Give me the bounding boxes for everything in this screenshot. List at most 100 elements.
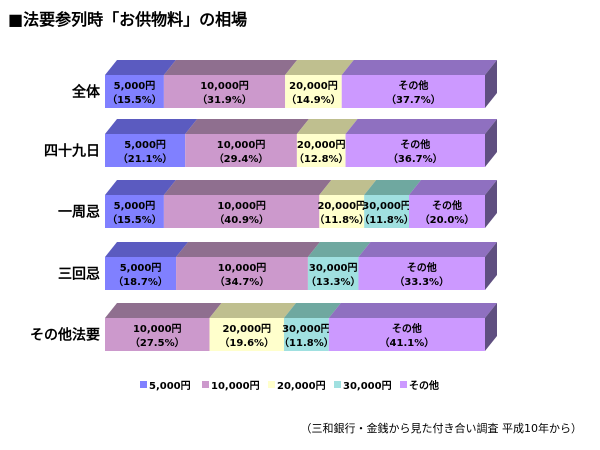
legend-swatch xyxy=(400,381,407,388)
bar-segment xyxy=(319,195,365,228)
segment-name-label: 30,000円 xyxy=(309,262,358,274)
bar-side-face xyxy=(485,60,497,108)
bar-side-face xyxy=(485,242,497,290)
bar-top-face xyxy=(163,180,332,195)
segment-name-label: その他 xyxy=(392,322,422,335)
bar-segment xyxy=(341,75,485,108)
segment-value-label: （40.9%） xyxy=(214,213,269,226)
category-label: 全体 xyxy=(71,84,101,101)
bar-segment xyxy=(296,134,346,167)
bar-segment xyxy=(185,134,297,167)
segment-name-label: 10,000円 xyxy=(218,262,267,274)
legend-label: 10,000円 xyxy=(211,380,260,392)
segment-value-label: （21.1%） xyxy=(118,152,173,165)
bar-segment xyxy=(409,195,485,228)
bar-top-face xyxy=(307,242,371,257)
bar-segment xyxy=(163,195,320,228)
segment-value-label: （31.9%） xyxy=(197,93,252,106)
bar-segment xyxy=(307,257,359,290)
segment-value-label: （19.6%） xyxy=(219,336,274,349)
bar-top-face xyxy=(209,303,296,318)
category-label: その他法要 xyxy=(30,327,100,344)
segment-value-label: （27.5%） xyxy=(130,336,185,349)
bar-segment xyxy=(105,257,177,290)
bar-top-face xyxy=(105,242,189,257)
segment-name-label: その他 xyxy=(400,138,430,151)
bar-top-face xyxy=(358,242,497,257)
segment-name-label: 5,000円 xyxy=(120,262,162,274)
bar-top-face xyxy=(283,303,341,318)
bar-segment xyxy=(105,75,164,108)
bar-segment xyxy=(105,318,210,351)
bar-segment xyxy=(285,75,342,108)
segment-name-label: 10,000円 xyxy=(217,139,266,151)
segment-name-label: 20,000円 xyxy=(289,80,338,92)
bar-segment xyxy=(105,134,186,167)
bar-side-face xyxy=(485,119,497,167)
bar-side-face xyxy=(485,180,497,228)
segment-value-label: （11.8%） xyxy=(279,336,334,349)
segment-name-label: 5,000円 xyxy=(114,80,156,92)
segment-name-label: 5,000円 xyxy=(124,139,166,151)
segment-value-label: （15.5%） xyxy=(107,93,162,106)
segment-name-label: その他 xyxy=(407,261,437,274)
segment-name-label: 30,000円 xyxy=(362,200,411,212)
segment-value-label: （15.5%） xyxy=(107,213,162,226)
legend-label: その他 xyxy=(409,379,439,392)
source-note: （三和銀行・金銭から見た付き合い調査 平成10年から） xyxy=(300,422,583,435)
chart-title: ■法要参列時「お供物料」の相場 xyxy=(8,10,248,29)
bar-top-face xyxy=(163,60,298,75)
segment-name-label: 30,000円 xyxy=(282,323,331,335)
bar-top-face xyxy=(176,242,320,257)
segment-value-label: （20.0%） xyxy=(420,213,475,226)
segment-value-label: （33.3%） xyxy=(394,275,449,288)
bar-segment xyxy=(176,257,308,290)
segment-name-label: 10,000円 xyxy=(200,80,249,92)
segment-name-label: 5,000円 xyxy=(114,200,156,212)
bar-top-face xyxy=(341,60,497,75)
bar-top-face xyxy=(105,303,222,318)
segment-value-label: （11.8%） xyxy=(359,213,414,226)
segment-value-label: （37.7%） xyxy=(386,93,441,106)
bar-segment xyxy=(364,195,409,228)
segment-name-label: その他 xyxy=(432,199,462,212)
bar-segment xyxy=(283,318,329,351)
segment-value-label: （36.7%） xyxy=(388,152,443,165)
bar-top-face xyxy=(409,180,497,195)
bar-side-face xyxy=(485,303,497,351)
legend-label: 20,000円 xyxy=(277,380,326,392)
legend-swatch xyxy=(140,381,147,388)
legend-swatch xyxy=(202,381,209,388)
segment-name-label: 20,000円 xyxy=(222,323,271,335)
segment-value-label: （11.8%） xyxy=(314,213,369,226)
bar-top-face xyxy=(319,180,377,195)
bar-segment xyxy=(105,195,164,228)
legend-label: 30,000円 xyxy=(343,380,392,392)
segment-value-label: （29.4%） xyxy=(214,152,269,165)
bar-top-face xyxy=(105,180,176,195)
bar-segment xyxy=(358,257,485,290)
segment-value-label: （18.7%） xyxy=(113,275,168,288)
legend-label: 5,000円 xyxy=(149,380,191,392)
segment-value-label: （12.8%） xyxy=(294,152,349,165)
category-label: 四十九日 xyxy=(44,143,100,160)
legend-swatch xyxy=(268,381,275,388)
bar-segment xyxy=(328,318,485,351)
category-label: 一周忌 xyxy=(58,205,100,221)
bar-top-face xyxy=(364,180,421,195)
bar-top-face xyxy=(105,119,198,134)
bar-top-face xyxy=(185,119,309,134)
bar-top-face xyxy=(345,119,497,134)
segment-value-label: （14.9%） xyxy=(286,93,341,106)
segment-name-label: 10,000円 xyxy=(133,323,182,335)
segment-name-label: 20,000円 xyxy=(297,139,346,151)
segment-value-label: （13.3%） xyxy=(306,275,361,288)
legend-swatch xyxy=(334,381,341,388)
segment-name-label: 10,000円 xyxy=(217,200,266,212)
category-label: 三回忌 xyxy=(58,267,100,283)
segment-name-label: その他 xyxy=(398,79,428,92)
segment-value-label: （41.1%） xyxy=(380,336,435,349)
bar-top-face xyxy=(296,119,358,134)
segment-name-label: 20,000円 xyxy=(317,200,366,212)
bar-top-face xyxy=(105,60,176,75)
